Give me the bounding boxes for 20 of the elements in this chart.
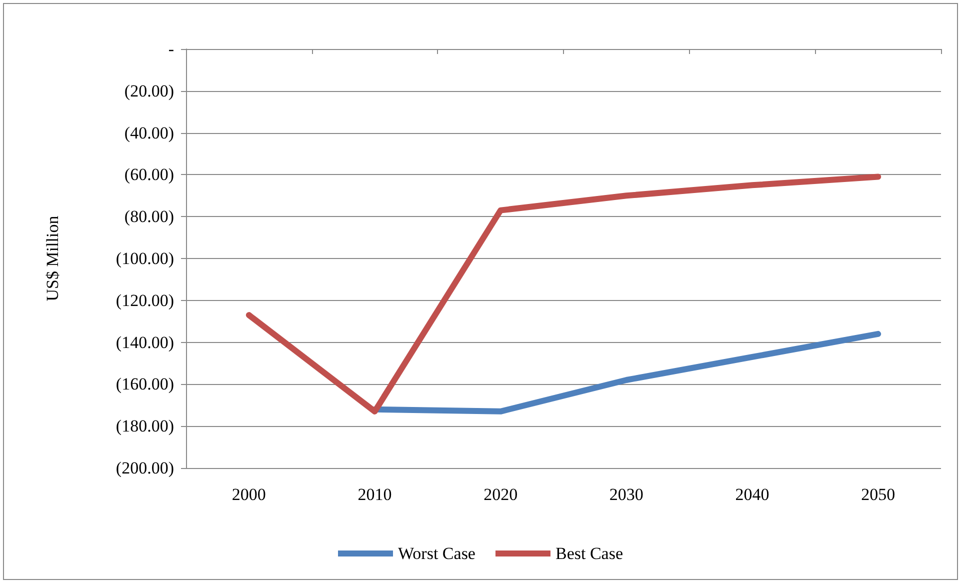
- y-tick-label: (60.00): [124, 165, 174, 184]
- y-tick-label: (160.00): [116, 374, 174, 394]
- y-tick-label: (40.00): [124, 123, 174, 142]
- legend-label: Best Case: [555, 544, 624, 563]
- y-tick-label: (100.00): [116, 249, 174, 268]
- x-tick-label: 2000: [232, 485, 266, 504]
- x-tick-label: 2050: [861, 485, 896, 504]
- y-tick-label: (180.00): [116, 416, 174, 436]
- y-tick-label: -: [168, 40, 174, 58]
- legend-label: Worst Case: [398, 544, 476, 563]
- y-tick-label: (80.00): [124, 207, 174, 226]
- x-tick-label: 2020: [484, 485, 518, 504]
- y-tick-label: (20.00): [124, 81, 174, 100]
- y-tick-label: (120.00): [116, 290, 174, 310]
- x-tick-label: 2040: [735, 485, 770, 504]
- y-tick-label: (200.00): [116, 458, 174, 478]
- y-tick-label: (140.00): [116, 332, 174, 352]
- x-tick-label: 2010: [358, 485, 392, 504]
- x-tick-label: 2030: [609, 485, 644, 504]
- y-axis-title: US$ Million: [43, 215, 62, 302]
